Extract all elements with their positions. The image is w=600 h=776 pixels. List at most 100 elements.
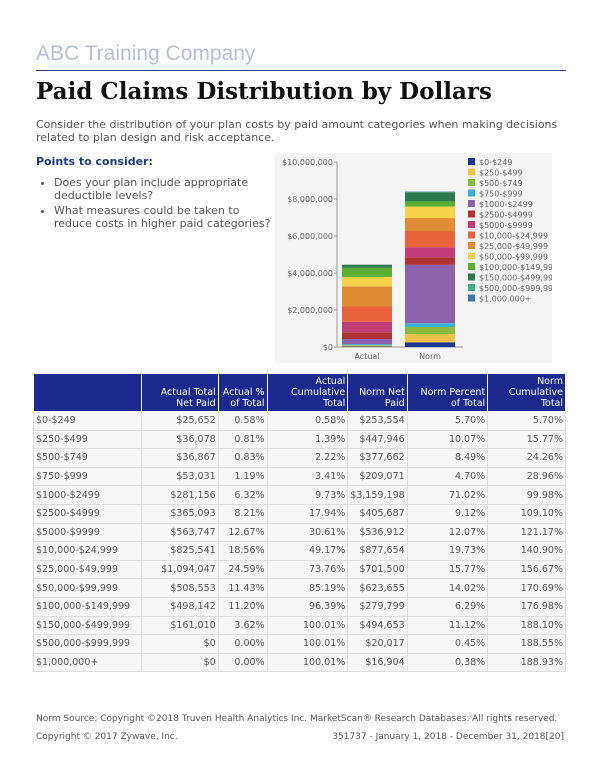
table-cell: $494,653 xyxy=(347,615,408,636)
table-cell: $281,156 xyxy=(140,485,219,505)
table-cell: $10,000-$24,999 xyxy=(33,541,142,561)
table-row: $1000-$2499 $281,156 6.32% 9.73% $3,159,198 7… xyxy=(33,485,566,505)
intro-text: Consider the distribution of your plan c… xyxy=(36,118,558,144)
bar-segment xyxy=(405,218,455,232)
table-cell: 11.20% xyxy=(217,596,268,617)
table-cell: 188.10% xyxy=(487,615,566,636)
table-cell: 100.01% xyxy=(266,615,349,636)
bar-segment xyxy=(405,264,455,324)
legend-label: $1,000,000+ xyxy=(479,295,532,304)
point-item: Does your plan include appropriate deduc… xyxy=(54,176,271,202)
table-cell: 188.93% xyxy=(487,652,566,673)
table-cell: 19.73% xyxy=(406,541,489,561)
table-cell: 0.45% xyxy=(406,634,489,654)
table-row: $500-$749 $36,867 0.83% 2.22% $377,662 8.49% 2… xyxy=(33,448,566,468)
table-row: $25,000-$49,999 $1,094,047 24.59% 73.76% $70… xyxy=(33,559,566,580)
table-cell: 49.17% xyxy=(266,541,349,561)
table-row: $150,000-$499,999 $161,010 3.62% 100.01% $49… xyxy=(33,615,566,636)
bar-segment xyxy=(405,206,455,219)
y-tick-label: $8,000,000 xyxy=(287,195,333,204)
table-cell: 188.55% xyxy=(487,634,566,654)
table-cell: 15.77% xyxy=(406,559,489,580)
table-cell: $250-$499 xyxy=(33,429,142,450)
table-cell: $365,093 xyxy=(140,503,219,524)
table-cell: 11.12% xyxy=(406,615,489,636)
table-cell: $36,867 xyxy=(140,448,219,468)
table-cell: $508,553 xyxy=(140,578,219,598)
bar-segment xyxy=(342,264,392,268)
table-cell: $405,687 xyxy=(347,503,408,524)
legend-swatch xyxy=(468,158,475,165)
table-cell: 28.96% xyxy=(487,466,566,487)
table-cell: 5.70% xyxy=(487,411,566,431)
table-cell: $36,078 xyxy=(140,429,219,450)
legend-label: $250-$499 xyxy=(479,169,523,178)
legend-swatch xyxy=(468,284,475,291)
bar-segment xyxy=(342,345,392,347)
bar-segment xyxy=(342,332,392,339)
bar-segment xyxy=(342,344,392,346)
table-cell: 73.76% xyxy=(266,559,349,580)
legend-label: $500-$749 xyxy=(479,179,523,188)
table-cell: $750-$999 xyxy=(33,466,142,487)
table-cell: 100.01% xyxy=(266,652,349,673)
legend-label: $1000-$2499 xyxy=(479,200,533,209)
table-cell: $25,000-$49,999 xyxy=(33,559,142,580)
table-row: $5000-$9999 $563,747 12.67% 30.61% $536,912 1… xyxy=(33,522,566,543)
table-cell: 11.43% xyxy=(217,578,268,598)
bar-segment xyxy=(405,323,455,328)
table-cell: $447,946 xyxy=(347,429,408,450)
table-cell: 1.39% xyxy=(266,429,349,450)
table-cell: $100,000-$149,999 xyxy=(33,596,142,617)
legend-label: $0-$249 xyxy=(479,158,512,167)
table-cell: $1,000,000+ xyxy=(33,652,142,673)
table-cell: 18.56% xyxy=(217,541,268,561)
table-cell: $377,662 xyxy=(347,448,408,468)
table-cell: $50,000-$99,999 xyxy=(33,578,142,598)
legend-label: $25,000-$49,999 xyxy=(479,242,548,251)
y-tick-label: $0 xyxy=(323,343,333,352)
legend-swatch xyxy=(468,263,475,270)
norm-source: Norm Source: Copyright ©2018 Truven Heal… xyxy=(36,714,558,724)
table-cell: $53,031 xyxy=(140,466,219,487)
table-cell: $2500-$4999 xyxy=(33,503,142,524)
table-cell: 100.01% xyxy=(266,634,349,654)
y-tick-label: $6,000,000 xyxy=(287,232,333,241)
legend-swatch xyxy=(468,252,475,260)
table-cell: 12.07% xyxy=(406,522,489,543)
bar-segment xyxy=(342,286,392,307)
table-cell: 24.26% xyxy=(487,448,566,468)
table-cell: 99.98% xyxy=(487,485,566,505)
claims-table: Actual Total Net Paid Actual % of Total Ac… xyxy=(33,373,566,673)
table-cell: 0.00% xyxy=(217,634,268,654)
bar-segment xyxy=(342,338,392,345)
table-row: $10,000-$24,999 $825,541 18.56% 49.17% $877,… xyxy=(33,541,566,561)
table-cell: $0-$249 xyxy=(33,411,142,431)
bar-segment xyxy=(405,334,455,343)
legend-label: $2500-$4999 xyxy=(479,211,533,220)
bar-segment xyxy=(342,321,392,333)
table-cell: 5.70% xyxy=(406,411,489,431)
y-tick-label: $10,000,000 xyxy=(282,158,333,167)
column-header: Actual % of Total xyxy=(217,373,268,412)
legend-label: $5000-$9999 xyxy=(479,221,533,230)
table-cell: 156.67% xyxy=(487,559,566,580)
table-cell: 30.61% xyxy=(266,522,349,543)
table-cell: 0.83% xyxy=(217,448,268,468)
legend-swatch xyxy=(468,221,475,228)
bar-segment xyxy=(342,276,392,287)
table-row: $250-$499 $36,078 0.81% 1.39% $447,946 10.07%… xyxy=(33,429,566,450)
table-cell: $500-$749 xyxy=(33,448,142,468)
table-cell: 0.58% xyxy=(266,411,349,431)
legend-swatch xyxy=(468,231,475,239)
header-divider xyxy=(36,70,566,71)
table-cell: 15.77% xyxy=(487,429,566,450)
table-cell: $25,652 xyxy=(140,411,219,431)
table-cell: $161,010 xyxy=(140,615,219,636)
table-cell: $150,000-$499,999 xyxy=(33,615,142,636)
table-cell: $1,094,047 xyxy=(140,559,219,580)
table-cell: 17.94% xyxy=(266,503,349,524)
bar-segment xyxy=(405,342,455,347)
report-info: 351737 - January 1, 2018 - December 31, … xyxy=(332,732,564,742)
table-cell: 6.29% xyxy=(406,596,489,617)
